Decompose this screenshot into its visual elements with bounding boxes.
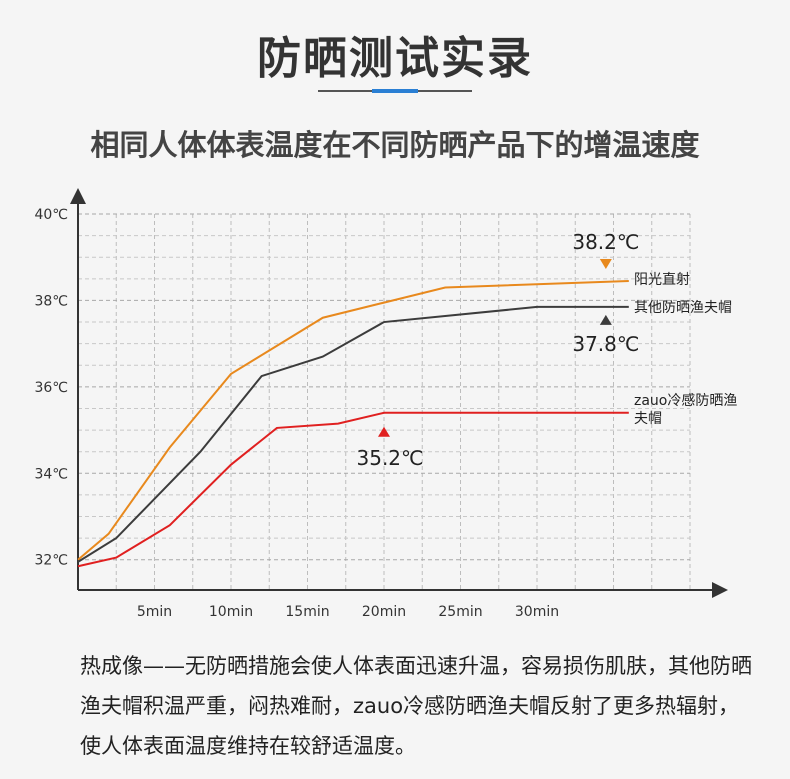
y-tick-label: 32℃ [34, 553, 68, 569]
y-tick-label: 38℃ [34, 293, 68, 309]
x-axis-arrow [712, 582, 728, 598]
series-label-3: zauo冷感防晒渔 [634, 392, 737, 409]
x-tick-label: 20min [362, 604, 406, 620]
chart-axes [70, 188, 728, 598]
peak-label-2: 37.8℃ [572, 332, 639, 356]
series-label-3-cont: 夫帽 [634, 411, 662, 427]
x-tick-label: 30min [515, 604, 559, 620]
x-tick-label: 25min [438, 604, 482, 620]
page-subtitle: 相同人体体表温度在不同防晒产品下的增温速度 [90, 128, 700, 162]
y-axis-arrow [70, 188, 86, 204]
series-label-2: 其他防晒渔夫帽 [634, 300, 732, 316]
x-tick-label: 15min [285, 604, 329, 620]
y-tick-label: 34℃ [34, 466, 68, 482]
peak-marker-1 [599, 258, 612, 269]
series-line-1 [77, 279, 629, 561]
series-label-1: 阳光直射 [634, 271, 690, 288]
x-tick-label: 10min [209, 604, 253, 620]
peak-marker-2 [599, 314, 612, 325]
chart-tick-labels: 32℃ 34℃ 36℃ 38℃ 40℃ 5min 10min 15min 20min 25min 3… [34, 207, 559, 620]
peak-marker-3 [378, 426, 390, 437]
x-tick-label: 5min [137, 604, 172, 620]
y-tick-label: 36℃ [34, 380, 68, 396]
title-divider-accent [372, 89, 418, 93]
description-text: 热成像——无防晒措施会使人体表面迅速升温，容易损伤肌肤，其他防晒渔夫帽积温严重，… [80, 654, 752, 758]
series-line-2 [77, 305, 629, 563]
y-tick-label: 40℃ [34, 207, 68, 223]
chart-series-lines [77, 279, 629, 568]
series-line-3 [77, 411, 629, 568]
peak-label-1: 38.2℃ [572, 230, 639, 254]
peak-label-3: 35.2℃ [357, 446, 424, 470]
page-title: 防晒测试实录 [257, 33, 533, 84]
temperature-line-chart: 32℃ 34℃ 36℃ 38℃ 40℃ 5min 10min 15min 20min 25min 3… [34, 188, 738, 620]
chart-grid [78, 213, 691, 590]
